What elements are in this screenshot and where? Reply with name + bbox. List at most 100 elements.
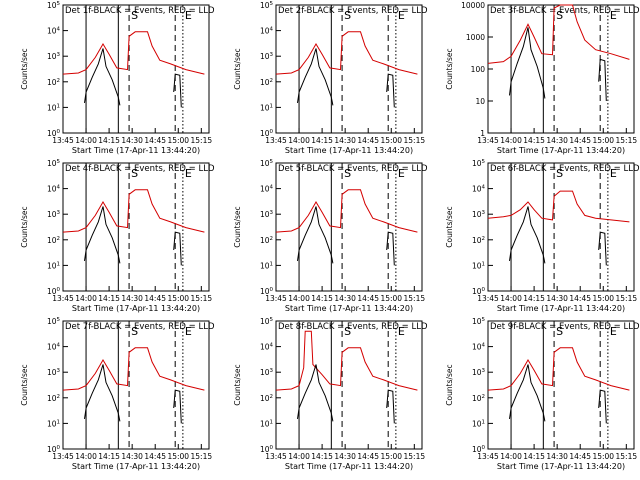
x-tick-label: 14:00 xyxy=(75,294,97,303)
y-tick-label: 100 xyxy=(260,129,274,138)
series-line-events xyxy=(297,206,334,264)
marker-label: E xyxy=(398,325,405,338)
y-tick-label: 100 xyxy=(47,129,61,138)
panel-title: Det 6f-BLACK = Events, RED = LLD xyxy=(490,164,640,174)
y-tick-label: 103 xyxy=(260,210,274,219)
x-tick-label: 14:15 xyxy=(311,452,333,461)
series-line-events xyxy=(173,389,182,424)
x-axis-label: Start Time (17-Apr-11 13:44:20) xyxy=(497,146,625,155)
y-tick-label: 105 xyxy=(472,317,486,326)
x-tick-label: 14:00 xyxy=(288,136,310,145)
y-tick-label: 105 xyxy=(47,1,61,10)
y-tick-label: 105 xyxy=(472,159,486,168)
x-tick-label: 15:15 xyxy=(191,294,213,303)
x-tick-label: 14:00 xyxy=(75,452,97,461)
y-tick-label: 102 xyxy=(47,394,60,403)
x-axis-label: Start Time (17-Apr-11 13:44:20) xyxy=(72,304,200,313)
x-tick-label: 13:45 xyxy=(52,294,74,303)
y-tick-label: 104 xyxy=(47,27,61,36)
series-line-lld xyxy=(275,330,418,391)
series-line-lld xyxy=(487,4,630,64)
y-tick-label: 103 xyxy=(260,52,274,61)
x-tick-label: 14:30 xyxy=(334,136,356,145)
y-tick-label: 103 xyxy=(260,368,274,377)
panel-title: Det 4f-BLACK = Events, RED = LLD xyxy=(65,164,215,174)
series-line-events xyxy=(386,73,395,108)
y-tick-label: 101 xyxy=(47,261,60,270)
x-tick-label: 14:00 xyxy=(75,136,97,145)
y-tick-label: 100 xyxy=(260,287,274,296)
y-tick-label: 103 xyxy=(47,368,61,377)
marker-label: S xyxy=(556,9,563,22)
marker-label: S xyxy=(556,325,563,338)
x-tick-label: 14:15 xyxy=(98,452,120,461)
plot-frame xyxy=(62,162,210,292)
x-tick-label: 14:00 xyxy=(500,452,522,461)
marker-label: S xyxy=(344,325,351,338)
x-tick-label: 14:00 xyxy=(288,452,310,461)
x-tick-label: 14:45 xyxy=(144,452,166,461)
y-axis-label: Counts/sec xyxy=(20,364,29,405)
marker-label: E xyxy=(185,167,192,180)
y-axis-label: Counts/sec xyxy=(233,206,242,247)
panel-9: Det 9f-BLACK = Events, RED = LLD 100 101 10… xyxy=(445,317,640,471)
x-tick-label: 14:30 xyxy=(121,452,143,461)
plot-frame xyxy=(487,320,635,450)
x-tick-label: 15:15 xyxy=(404,136,426,145)
y-tick-label: 105 xyxy=(47,159,61,168)
marker-label: S xyxy=(131,325,138,338)
panel-3: Det 3f-BLACK = Events, RED = LLD 1 10 100 10… xyxy=(445,1,640,155)
y-tick-label: 103 xyxy=(47,210,61,219)
marker-label: E xyxy=(185,9,192,22)
x-tick-label: 14:45 xyxy=(569,294,591,303)
x-tick-label: 15:00 xyxy=(167,294,189,303)
x-tick-label: 14:15 xyxy=(311,294,333,303)
series-line-events xyxy=(84,48,121,106)
marker-label: E xyxy=(610,325,617,338)
plot-frame xyxy=(487,4,635,134)
series-line-events xyxy=(173,231,182,266)
panel-title: Det 5f-BLACK = Events, RED = LLD xyxy=(278,164,428,174)
x-axis-label: Start Time (17-Apr-11 13:44:20) xyxy=(285,462,413,471)
x-tick-label: 14:15 xyxy=(523,136,545,145)
panel-5: Det 5f-BLACK = Events, RED = LLD 100 101 10… xyxy=(233,159,428,313)
x-tick-label: 15:00 xyxy=(380,136,402,145)
marker-label: S xyxy=(131,9,138,22)
series-line-lld xyxy=(62,31,205,75)
x-tick-label: 14:00 xyxy=(500,136,522,145)
marker-label: S xyxy=(344,167,351,180)
y-tick-label: 104 xyxy=(472,343,486,352)
x-tick-label: 15:00 xyxy=(592,136,614,145)
x-tick-label: 14:15 xyxy=(523,452,545,461)
y-tick-label: 100 xyxy=(471,65,486,74)
x-tick-label: 14:15 xyxy=(98,294,120,303)
x-tick-label: 15:00 xyxy=(380,452,402,461)
panel-title: Det 7f-BLACK = Events, RED = LLD xyxy=(65,322,215,332)
marker-label: S xyxy=(131,167,138,180)
y-tick-label: 102 xyxy=(472,394,485,403)
panel-title: Det 8f-BLACK = Events, RED = LLD xyxy=(278,322,428,332)
y-axis-label: Counts/sec xyxy=(20,206,29,247)
x-tick-label: 14:30 xyxy=(546,452,568,461)
series-line-events xyxy=(173,73,182,108)
x-tick-label: 13:45 xyxy=(265,136,287,145)
y-tick-label: 103 xyxy=(472,210,486,219)
panel-6: Det 6f-BLACK = Events, RED = LLD 100 101 10… xyxy=(445,159,640,313)
series-line-lld xyxy=(62,347,205,391)
y-tick-label: 104 xyxy=(472,185,486,194)
series-line-events xyxy=(84,206,121,264)
y-tick-label: 105 xyxy=(47,317,61,326)
y-axis-label: Counts/sec xyxy=(20,48,29,89)
x-tick-label: 14:30 xyxy=(546,136,568,145)
x-tick-label: 14:30 xyxy=(334,452,356,461)
x-tick-label: 15:15 xyxy=(616,452,638,461)
panel-title: Det 2f-BLACK = Events, RED = LLD xyxy=(278,6,428,16)
series-line-events xyxy=(598,389,607,424)
series-line-lld xyxy=(275,31,418,75)
y-tick-label: 102 xyxy=(260,78,273,87)
x-tick-label: 14:15 xyxy=(523,294,545,303)
y-tick-label: 102 xyxy=(47,236,60,245)
marker-label: E xyxy=(398,167,405,180)
marker-label: S xyxy=(556,167,563,180)
x-tick-label: 13:45 xyxy=(265,452,287,461)
